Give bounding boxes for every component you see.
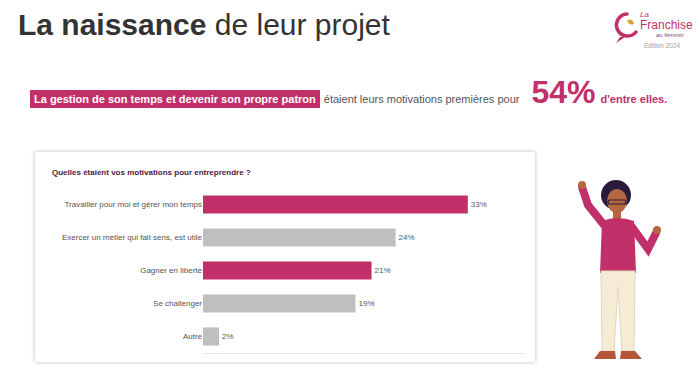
svg-text:Se challenger: Se challenger — [153, 299, 202, 308]
svg-text:Gagner en liberté: Gagner en liberté — [140, 266, 202, 275]
svg-text:Quelles étaient vos motivation: Quelles étaient vos motivations pour ent… — [52, 168, 251, 177]
html-text:d'entre elles.: d'entre elles. — [600, 93, 668, 105]
html-text:54%: 54% — [531, 74, 596, 110]
html-text:étaient leurs motivations prem: étaient leurs motivations premières pour — [323, 93, 520, 105]
svg-text:33%: 33% — [471, 200, 487, 209]
html-text:La gestion de son temps et dev: La gestion de son temps et devenir son p… — [34, 93, 316, 105]
html-text:La: La — [640, 10, 649, 19]
html-text:Edition 2024: Edition 2024 — [644, 42, 681, 49]
svg-text:2%: 2% — [222, 332, 234, 341]
html-text:La naissance de leur projet: La naissance de leur projet — [18, 8, 390, 41]
svg-text:Autre: Autre — [183, 332, 203, 341]
svg-text:Exercer un métier qui fait sen: Exercer un métier qui fait sens, est uti… — [62, 233, 203, 242]
svg-text:19%: 19% — [358, 299, 374, 308]
svg-text:21%: 21% — [375, 266, 391, 275]
html-text:Franchise: Franchise — [640, 18, 693, 32]
svg-text:24%: 24% — [399, 233, 415, 242]
svg-text:Travailler pour moi et gérer m: Travailler pour moi et gérer mon temps — [64, 200, 202, 209]
html-text:au féminin: au féminin — [656, 32, 684, 38]
